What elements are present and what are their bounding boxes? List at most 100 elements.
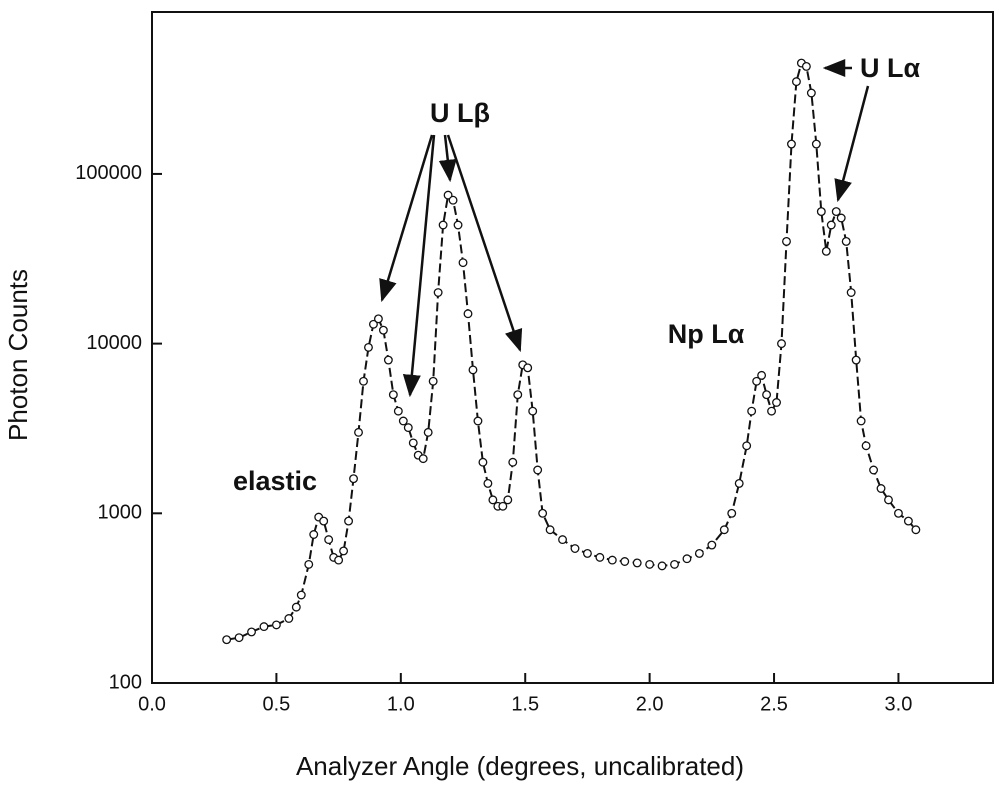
- data-point: [836, 213, 846, 223]
- x-tick-label: 0.0: [138, 693, 166, 715]
- data-point: [513, 390, 523, 400]
- arrow: [834, 85, 870, 203]
- data-point: [782, 237, 791, 246]
- data-point: [222, 635, 232, 645]
- data-point: [911, 525, 921, 535]
- data-point: [284, 614, 294, 623]
- data-point: [607, 555, 617, 565]
- data-line: [226, 61, 917, 641]
- data-point: [483, 478, 493, 488]
- data-point: [670, 559, 679, 569]
- data-point: [682, 554, 692, 564]
- data-point: [463, 309, 473, 319]
- data-point: [259, 622, 269, 632]
- data-point: [304, 559, 314, 569]
- data-point: [438, 220, 448, 230]
- data-point: [816, 207, 826, 217]
- data-point: [468, 365, 478, 375]
- data-point: [846, 288, 856, 297]
- data-point: [309, 530, 319, 539]
- data-point: [319, 516, 329, 526]
- data-point: [742, 441, 752, 451]
- data-point: [767, 406, 777, 416]
- data-point: [620, 557, 630, 566]
- x-tick-label: 2.5: [760, 693, 788, 715]
- data-point: [582, 549, 592, 558]
- data-point: [383, 355, 393, 365]
- data-point: [448, 195, 458, 205]
- data-point: [359, 376, 368, 386]
- data-point: [408, 438, 418, 448]
- y-tick-label: 100: [109, 671, 142, 693]
- x-tick-label: 2.0: [636, 693, 664, 715]
- data-point: [777, 339, 786, 349]
- annotation: U Lα: [860, 53, 920, 83]
- arrow: [402, 134, 436, 398]
- data-point: [893, 508, 903, 518]
- data-point: [856, 416, 866, 426]
- data-point: [595, 552, 605, 562]
- x-tick-label: 1.0: [387, 693, 415, 715]
- data-point: [632, 558, 642, 568]
- arrow: [438, 134, 457, 183]
- data-point: [558, 535, 567, 545]
- x-tick-label: 3.0: [885, 693, 913, 715]
- data-point: [657, 561, 667, 571]
- y-axis-title: Photon Counts: [3, 269, 33, 441]
- data-point: [247, 627, 256, 637]
- data-point: [488, 495, 498, 505]
- data-point: [831, 207, 841, 217]
- data-point: [811, 139, 821, 149]
- data-point: [373, 314, 383, 324]
- data-point: [324, 535, 334, 545]
- annotation: elastic: [233, 466, 317, 496]
- data-point: [271, 620, 281, 630]
- x-tick-label: 0.5: [263, 693, 291, 715]
- data-point: [772, 398, 781, 407]
- data-point: [727, 508, 737, 518]
- data-point: [498, 501, 508, 511]
- data-point: [752, 376, 762, 386]
- arrow: [446, 134, 523, 353]
- data-point: [747, 406, 757, 416]
- data-point: [757, 370, 767, 380]
- data-point: [876, 484, 886, 493]
- data-point: [388, 390, 398, 400]
- data-point: [538, 508, 548, 518]
- data-point: [821, 246, 831, 256]
- data-point: [398, 416, 408, 426]
- y-tick-label: 1000: [98, 502, 143, 524]
- data-point: [903, 516, 913, 526]
- data-point: [533, 465, 543, 475]
- data-point: [418, 454, 428, 464]
- annotation: U Lβ: [430, 98, 490, 128]
- y-tick-label: 10000: [86, 332, 142, 354]
- data-point: [694, 549, 704, 558]
- data-point: [428, 376, 438, 386]
- data-point: [344, 516, 354, 526]
- data-point: [458, 258, 468, 268]
- data-point: [349, 474, 358, 484]
- data-point: [523, 363, 533, 373]
- data-point: [403, 423, 413, 433]
- data-point: [234, 633, 244, 643]
- data-point: [645, 559, 655, 569]
- data-point: [473, 416, 483, 426]
- arrow: [379, 134, 434, 303]
- data-point: [762, 390, 772, 400]
- x-tick-label: 1.5: [511, 693, 539, 715]
- data-point: [869, 465, 879, 475]
- data-point: [841, 237, 851, 246]
- data-point: [545, 525, 555, 535]
- data-point: [851, 355, 861, 365]
- data-point: [296, 590, 306, 600]
- data-point: [734, 478, 744, 488]
- data-point: [291, 602, 301, 612]
- data-point: [528, 406, 538, 416]
- data-point: [368, 319, 378, 329]
- data-point: [364, 342, 373, 352]
- data-point: [453, 220, 463, 230]
- data-point: [861, 441, 871, 451]
- data-point: [423, 427, 433, 437]
- data-point: [570, 544, 580, 553]
